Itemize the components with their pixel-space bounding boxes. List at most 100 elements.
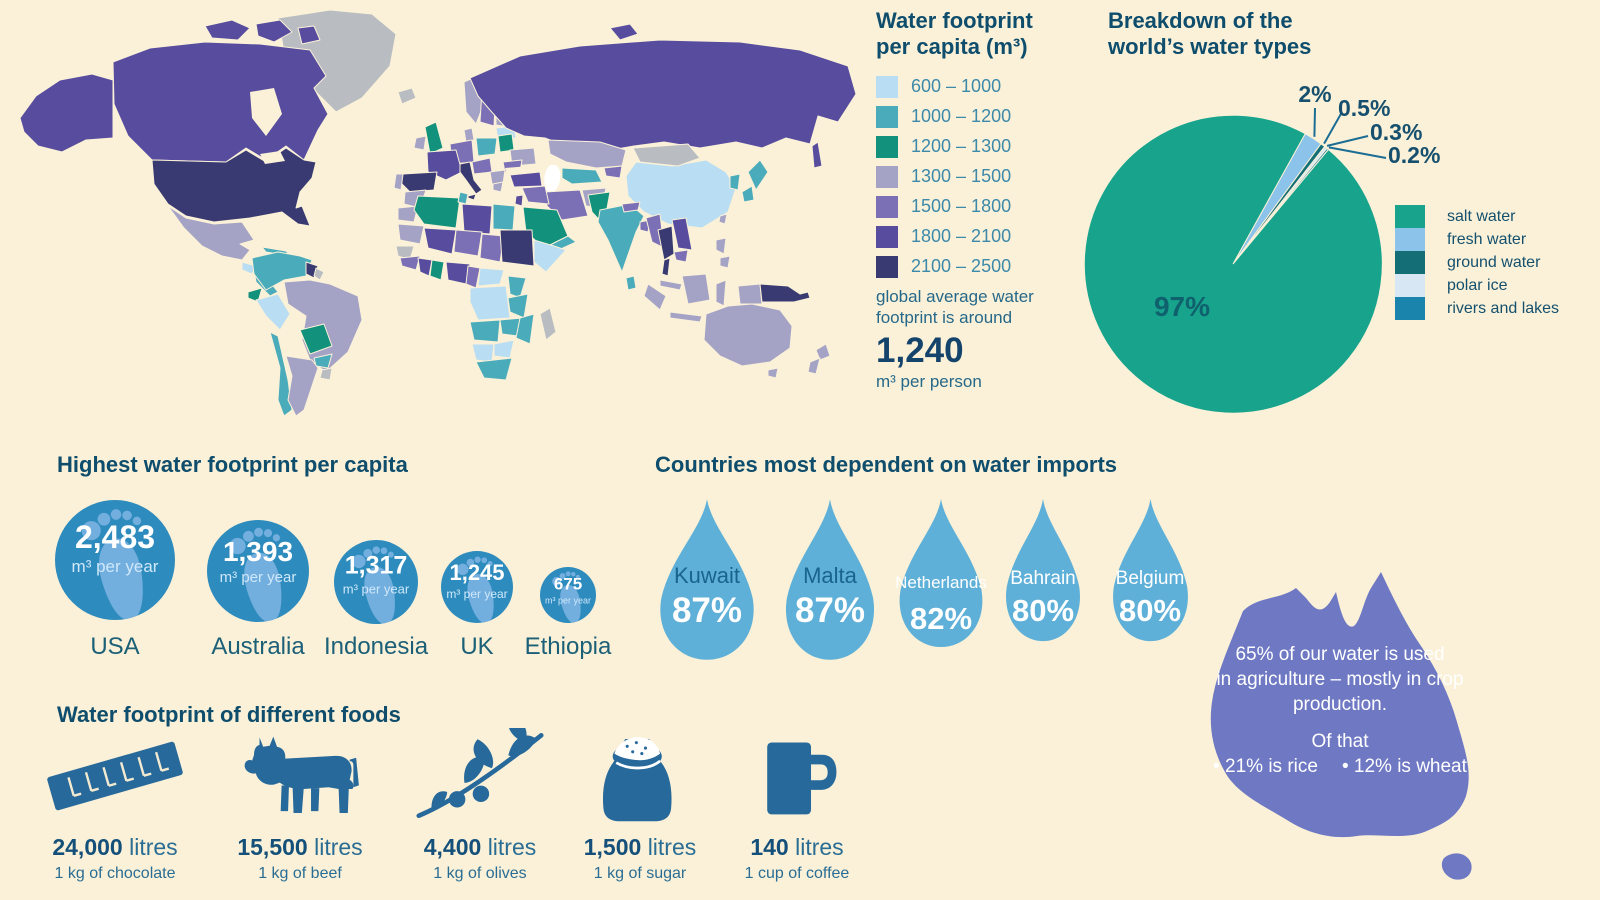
australia-of-that: Of that bbox=[1311, 731, 1369, 753]
australia-bullet: • 21% is rice bbox=[1213, 756, 1318, 778]
australia-fact-lines: 65% of our water is used in agriculture –… bbox=[1190, 642, 1490, 717]
footprint-country-label: USA bbox=[90, 633, 140, 660]
drop-country-label: Malta bbox=[803, 563, 857, 588]
map-region bbox=[299, 323, 333, 355]
foods-heading: Water footprint of different foods bbox=[57, 702, 401, 727]
food-value: 140 litres bbox=[750, 834, 844, 860]
footprint-circle-uk: 1,245 m³ per year bbox=[441, 551, 513, 623]
footprint-circle-australia: 1,393 m³ per year bbox=[207, 520, 309, 622]
imports-heading: Countries most dependent on water import… bbox=[655, 452, 1118, 477]
map-region bbox=[297, 25, 321, 45]
footprint-value: 675 bbox=[553, 573, 583, 593]
map-region bbox=[397, 223, 425, 245]
map-region bbox=[461, 203, 493, 235]
map-region bbox=[319, 367, 333, 381]
map-region bbox=[204, 19, 251, 41]
footprint-icon bbox=[552, 571, 581, 623]
footprint-circle-text: 2,483 m³ per year bbox=[55, 500, 175, 608]
drop-percent-value: 80% bbox=[1011, 593, 1075, 628]
australia-shape bbox=[1210, 572, 1472, 880]
pie-leader-line bbox=[1326, 135, 1369, 147]
pie-title: Breakdown of the world’s water types bbox=[1108, 8, 1348, 60]
water-drop-icon bbox=[1006, 498, 1080, 642]
pie-leader-line bbox=[1313, 107, 1316, 137]
map-region bbox=[492, 181, 504, 193]
legend-range-label: 600 – 1000 bbox=[911, 76, 1002, 97]
map-region bbox=[719, 255, 731, 269]
map-region bbox=[467, 193, 477, 201]
footprint-value: 2,483 bbox=[74, 519, 156, 555]
map-region bbox=[417, 257, 433, 277]
map-region bbox=[399, 255, 421, 271]
pie-legend-row: salt water bbox=[1395, 205, 1559, 228]
drop-country-label: Belgium bbox=[1115, 568, 1185, 589]
map-region bbox=[255, 293, 291, 331]
legend-color-swatch bbox=[876, 165, 898, 188]
food-description: 1 kg of sugar bbox=[593, 865, 687, 882]
food-description: 1 kg of beef bbox=[258, 865, 342, 882]
map-legend-row: 1800 – 2100 bbox=[876, 225, 1061, 248]
pie-title-line1: Breakdown of the bbox=[1108, 8, 1293, 33]
legend-color-swatch bbox=[876, 75, 898, 98]
map-legend-row: 2100 – 2500 bbox=[876, 255, 1061, 278]
footprint-unit: m³ per year bbox=[219, 568, 297, 586]
map-region bbox=[715, 237, 727, 255]
global-average-unit: m³ per person bbox=[876, 372, 982, 392]
map-region bbox=[597, 203, 645, 273]
map-region bbox=[737, 283, 763, 305]
map-region bbox=[729, 173, 741, 191]
tasmania-outline bbox=[1441, 853, 1472, 880]
pie-legend: salt water fresh water ground water polar i… bbox=[1395, 205, 1559, 320]
map-region bbox=[413, 195, 461, 229]
footprint-circle-usa: 2,483 m³ per year bbox=[55, 500, 175, 620]
pie-leader-line bbox=[1323, 111, 1343, 145]
map-region bbox=[499, 229, 535, 267]
map-region bbox=[471, 343, 495, 363]
footprint-unit: m³ per year bbox=[446, 586, 508, 601]
map-region bbox=[399, 171, 438, 193]
pie-slice-salt-water bbox=[1083, 114, 1383, 414]
map-legend-title-line2: per capita (m³) bbox=[876, 33, 1028, 59]
map-region bbox=[657, 225, 675, 261]
pie-legend-label: ground water bbox=[1447, 253, 1541, 271]
pie-legend-row: fresh water bbox=[1395, 228, 1559, 251]
global-average-note-line2: footprint is around bbox=[876, 308, 1013, 328]
drop-country-label: Kuwait bbox=[673, 563, 741, 588]
australia-bullets: • 21% is rice • 12% is wheat bbox=[1190, 754, 1490, 779]
map-region bbox=[429, 259, 445, 281]
global-average-note-line1: global average water bbox=[876, 286, 1034, 306]
import-drop-belgium: Belgium 80% bbox=[1108, 497, 1193, 644]
food-value: 4,400 litres bbox=[423, 834, 537, 860]
pie-legend-label: fresh water bbox=[1447, 230, 1527, 248]
footprint-icon bbox=[81, 509, 143, 620]
map-region bbox=[475, 357, 513, 381]
pie-legend-label: salt water bbox=[1447, 207, 1516, 225]
hudson-bay bbox=[250, 88, 282, 136]
import-drop-netherlands: Netherlands 82% bbox=[894, 497, 988, 650]
map-region bbox=[393, 173, 404, 191]
footprint-value: 1,393 bbox=[222, 535, 294, 567]
pie-legend-row: polar ice bbox=[1395, 274, 1559, 297]
map-region bbox=[515, 313, 535, 345]
australia-fact-line: 65% of our water is used bbox=[1235, 644, 1445, 665]
olive-branch-icon bbox=[405, 728, 555, 824]
australia-annotation-text: 65% of our water is used in agriculture –… bbox=[1190, 642, 1490, 779]
food-description: 1 kg of olives bbox=[433, 865, 527, 882]
food-item-olive-branch: 4,400 litres 1 kg of olives bbox=[365, 728, 595, 883]
map-region bbox=[255, 19, 293, 43]
map-region bbox=[497, 133, 515, 153]
map-legend-row: 1500 – 1800 bbox=[876, 195, 1061, 218]
coffee-mug-icon bbox=[741, 728, 853, 824]
map-legend-row: 1000 – 1200 bbox=[876, 105, 1061, 128]
map-region bbox=[167, 205, 255, 261]
food-value: 15,500 litres bbox=[237, 834, 363, 860]
map-region bbox=[469, 39, 857, 153]
footprint-circle-text: 1,393 m³ per year bbox=[207, 520, 309, 612]
legend-color-swatch bbox=[876, 255, 898, 278]
pie-legend-swatch bbox=[1395, 297, 1425, 320]
map-region bbox=[457, 191, 469, 205]
map-region bbox=[561, 167, 603, 185]
map-region bbox=[747, 159, 769, 191]
pie-legend-label: polar ice bbox=[1447, 276, 1508, 294]
map-region bbox=[471, 157, 493, 175]
